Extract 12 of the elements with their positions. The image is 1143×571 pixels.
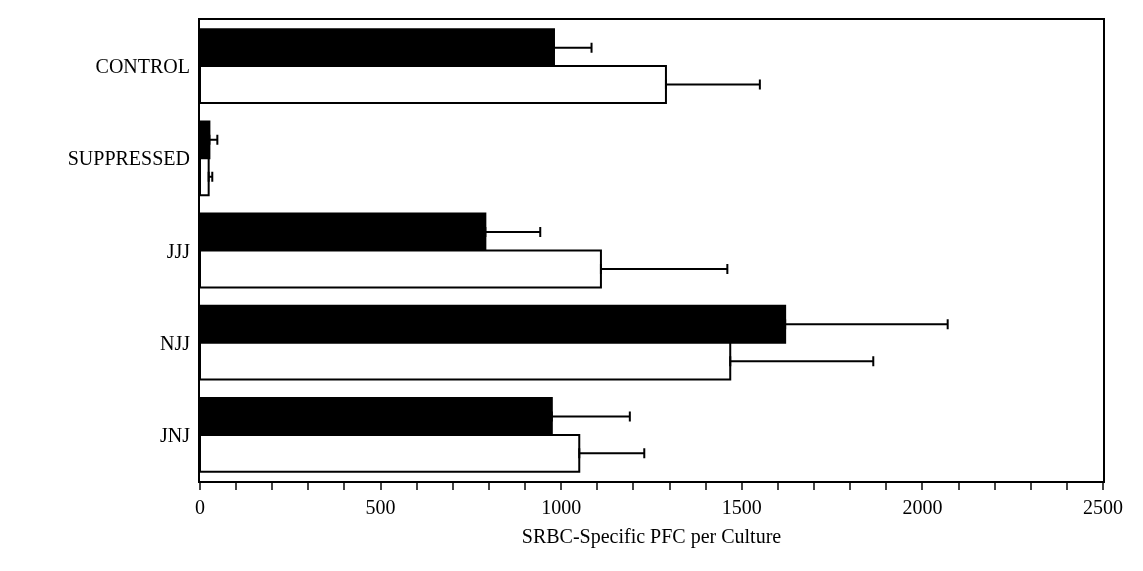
y-tick-label: NJJ [159,331,191,354]
x-tick-label: 0 [195,496,205,518]
x-tick-label: 2500 [1083,496,1123,518]
x-tick-label: 1000 [541,496,582,518]
x-tick-label: 500 [365,496,396,518]
y-tick-label: JJJ [166,239,191,262]
y-tick-label: CONTROL [95,55,190,78]
y-tick-label: SUPPRESSED [67,147,190,170]
x-axis-title: SRBC-Specific PFC per Culture [521,525,782,548]
y-tick-label: JNJ [159,423,191,446]
x-tick-label: 2000 [902,496,943,518]
x-tick-label: 1500 [721,496,762,518]
